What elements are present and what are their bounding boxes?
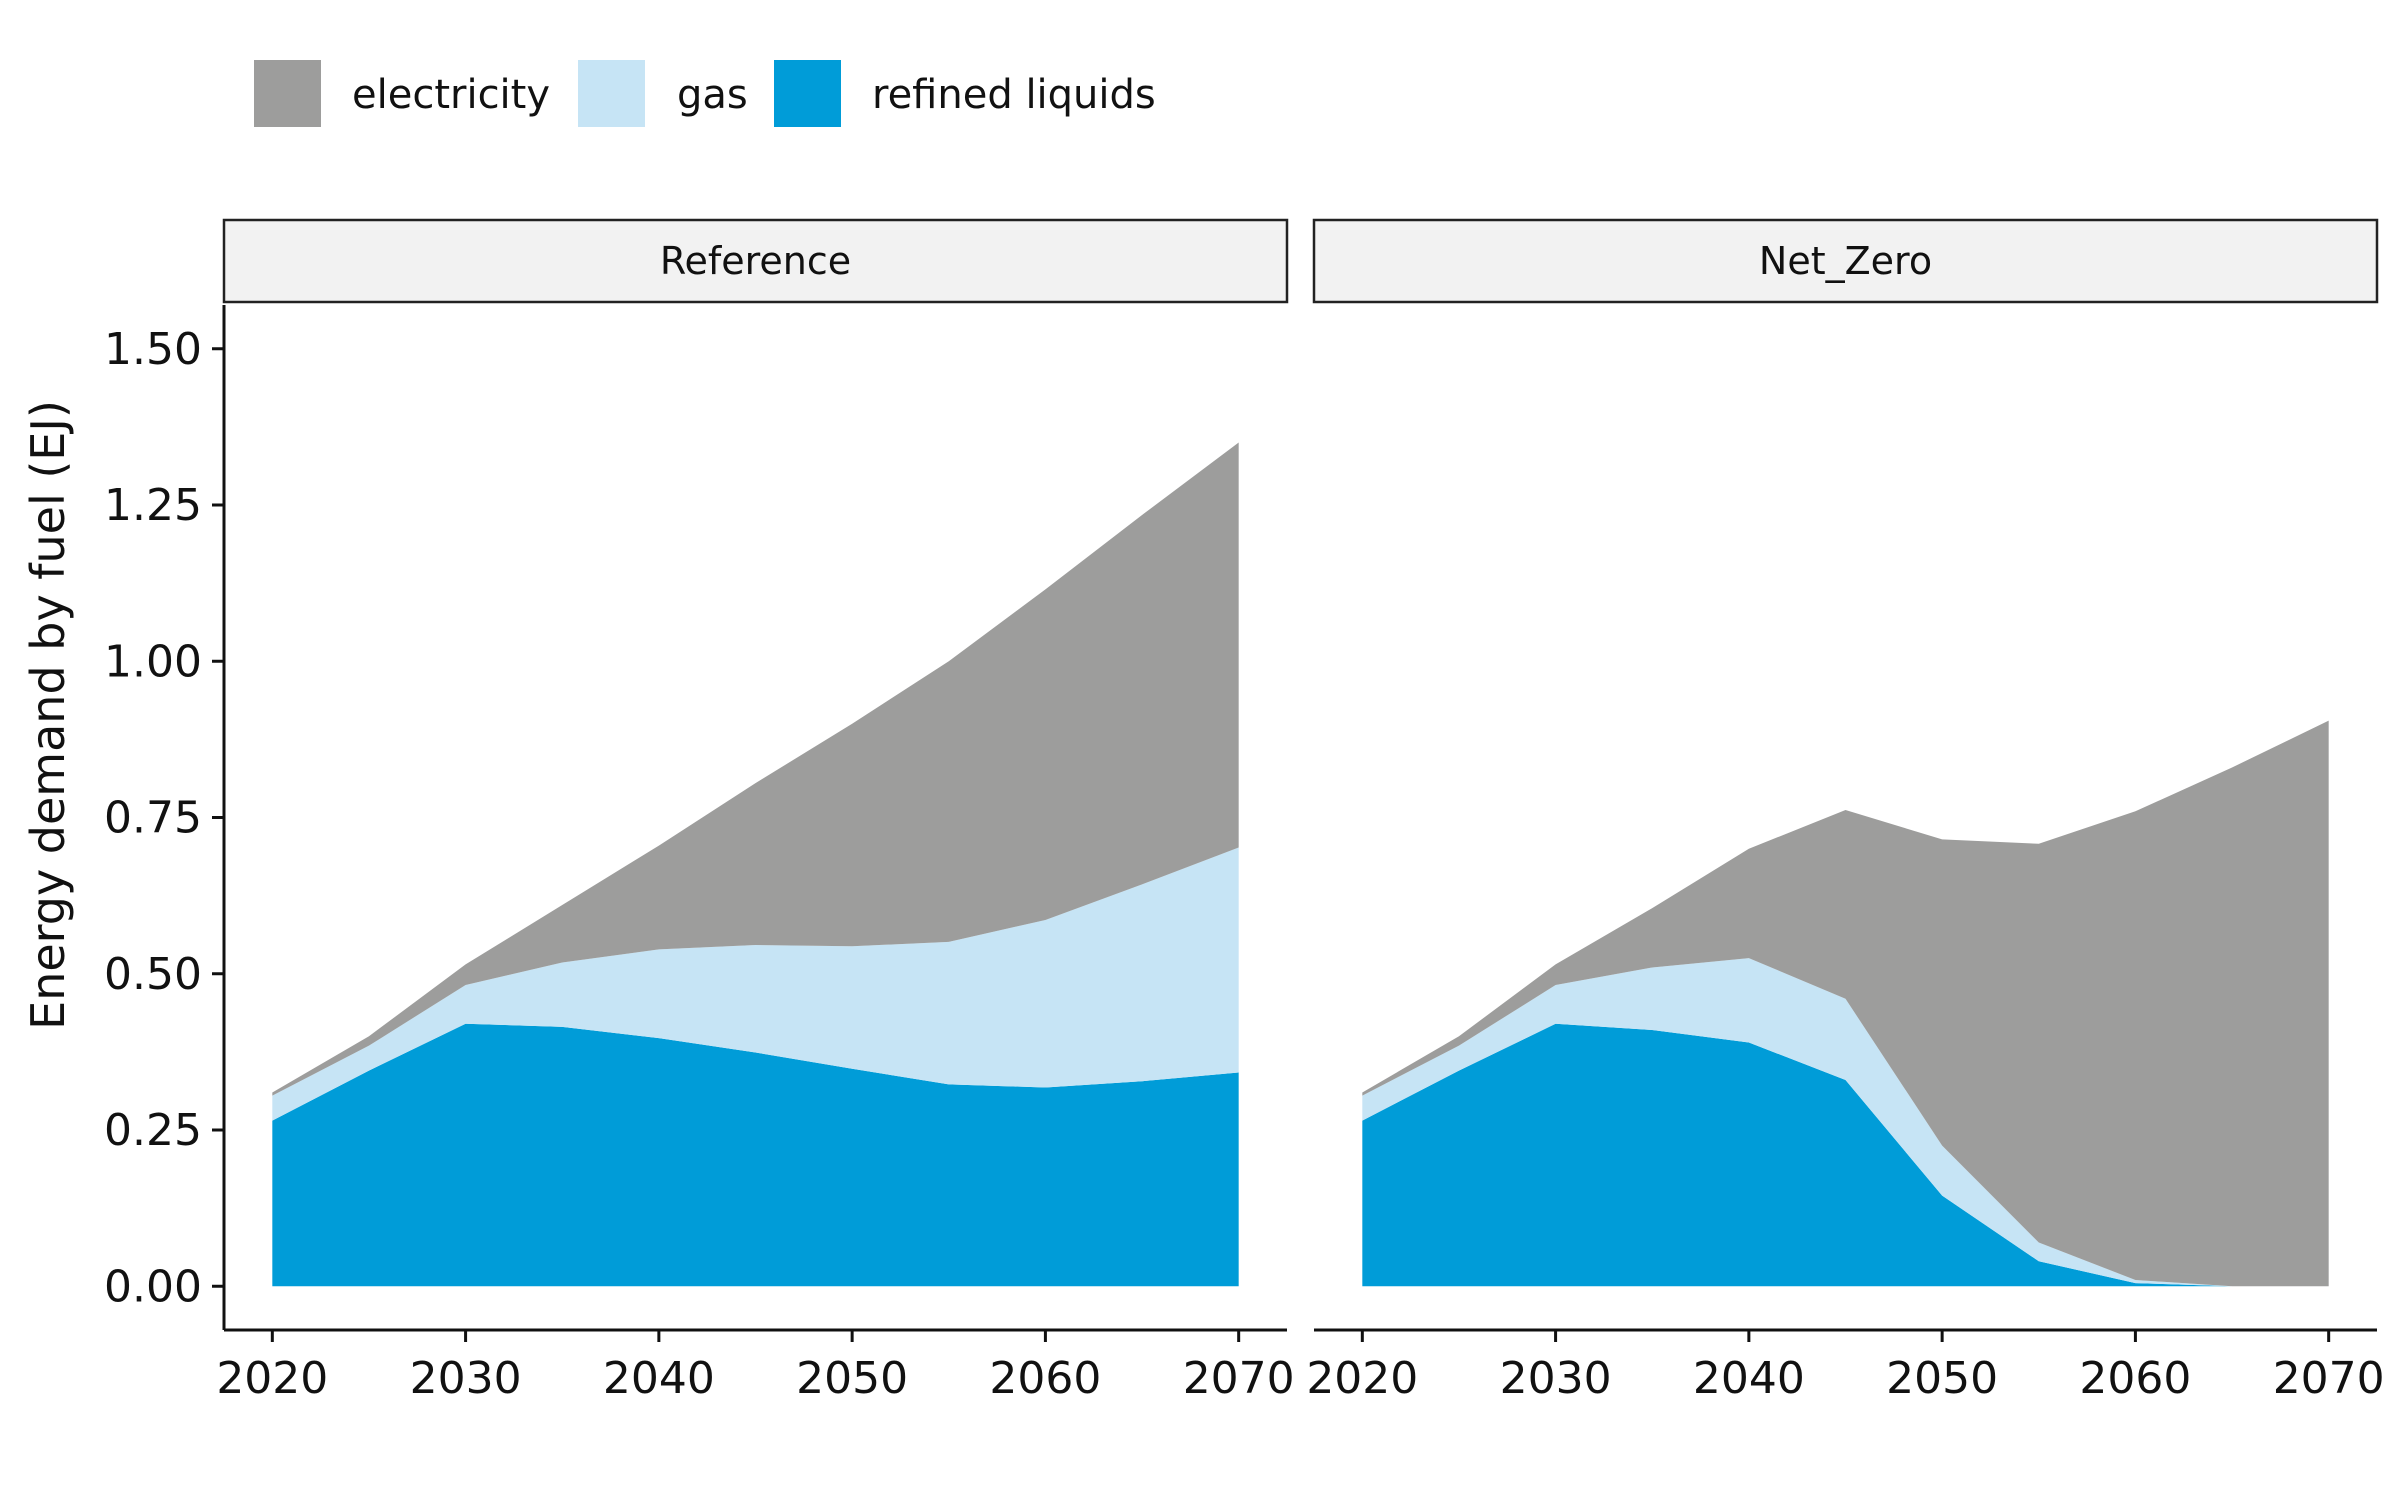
legend-label-electricity: electricity	[352, 72, 550, 118]
y-tick-label-1-00: 1.00	[104, 636, 202, 687]
y-tick-label-0-75: 0.75	[104, 793, 202, 844]
x-tick-label-reference-2070: 2070	[1183, 1353, 1295, 1404]
strip-reference	[222, 218, 1289, 304]
legend-label-gas: gas	[677, 72, 748, 118]
strip-label-net-zero: Net_Zero	[1759, 239, 1932, 283]
x-tick-label-net-zero-2060: 2060	[2079, 1353, 2191, 1404]
area-net-zero-refined-liquids	[1362, 1023, 2329, 1287]
legend-swatch-electricity	[254, 60, 321, 127]
x-tick-label-net-zero-2030: 2030	[1500, 1353, 1612, 1404]
x-tick-label-reference-2050: 2050	[796, 1353, 908, 1404]
x-tick-label-net-zero-2040: 2040	[1693, 1353, 1805, 1404]
x-tick-label-net-zero-2050: 2050	[1886, 1353, 1998, 1404]
legend-label-refined-liquids: refined liquids	[872, 72, 1156, 118]
x-tick-label-reference-2020: 2020	[216, 1353, 328, 1404]
area-net-zero-electricity	[1362, 720, 2329, 1287]
y-tick-label-1-25: 1.25	[104, 480, 202, 531]
y-tick-label-0-50: 0.50	[104, 949, 202, 1000]
x-tick-label-net-zero-2070: 2070	[2273, 1353, 2385, 1404]
area-net-zero-gas	[1362, 958, 2329, 1287]
legend: electricity gas refined liquids	[254, 60, 1156, 127]
x-tick-label-reference-2030: 2030	[410, 1353, 522, 1404]
strip-net-zero	[1312, 218, 2379, 304]
legend-swatch-gas	[578, 60, 645, 127]
x-tick-label-reference-2040: 2040	[603, 1353, 715, 1404]
panel-reference: Reference 2020 2030 2040 2050 2060 2070	[216, 218, 1295, 1404]
y-tick-label-0-25: 0.25	[104, 1105, 202, 1156]
area-reference-gas	[272, 847, 1239, 1121]
y-axis: 0.00 0.25 0.50 0.75 1.00 1.25 1.50	[104, 305, 226, 1330]
panel-net-zero: Net_Zero 2020 2030 2040 2050 2060 2070	[1306, 218, 2385, 1404]
legend-swatch-refined-liquids	[774, 60, 841, 127]
y-axis-title: Energy demand by fuel (EJ)	[21, 400, 75, 1030]
area-reference-electricity	[272, 442, 1239, 1096]
x-tick-label-net-zero-2020: 2020	[1306, 1353, 1418, 1404]
y-tick-label-1-50: 1.50	[104, 324, 202, 375]
x-tick-label-reference-2060: 2060	[989, 1353, 1101, 1404]
strip-label-reference: Reference	[660, 239, 851, 283]
area-reference-refined-liquids	[272, 1023, 1239, 1287]
y-tick-label-0-00: 0.00	[104, 1261, 202, 1312]
